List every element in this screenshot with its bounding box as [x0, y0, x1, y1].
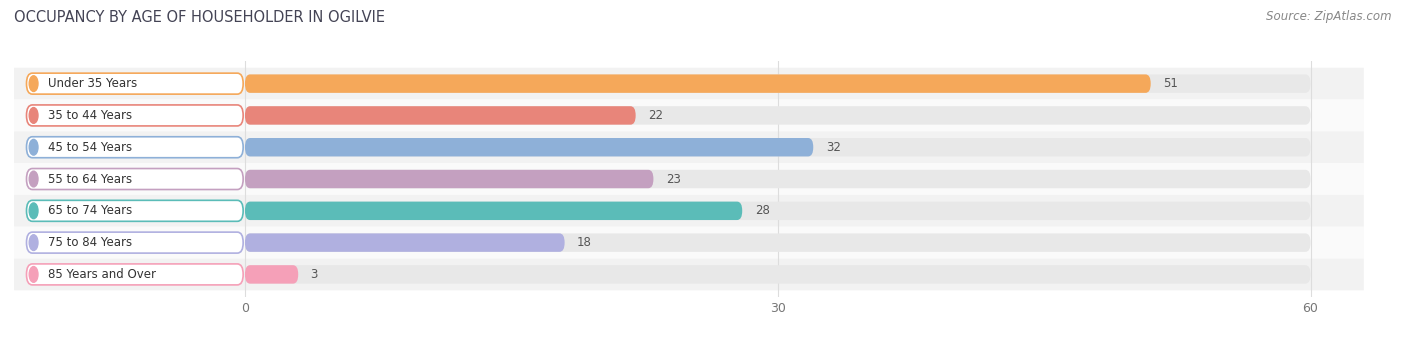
FancyBboxPatch shape	[27, 232, 243, 253]
Text: Source: ZipAtlas.com: Source: ZipAtlas.com	[1267, 10, 1392, 23]
Text: 75 to 84 Years: 75 to 84 Years	[48, 236, 132, 249]
Text: Under 35 Years: Under 35 Years	[48, 77, 136, 90]
Text: 22: 22	[648, 109, 664, 122]
FancyBboxPatch shape	[245, 106, 1310, 125]
FancyBboxPatch shape	[245, 138, 1310, 157]
Circle shape	[30, 203, 38, 219]
FancyBboxPatch shape	[27, 105, 243, 126]
FancyBboxPatch shape	[245, 106, 636, 125]
Text: 65 to 74 Years: 65 to 74 Years	[48, 204, 132, 217]
FancyBboxPatch shape	[245, 233, 1310, 252]
FancyBboxPatch shape	[27, 168, 243, 190]
Text: 51: 51	[1163, 77, 1178, 90]
FancyBboxPatch shape	[245, 138, 813, 157]
Circle shape	[30, 171, 38, 187]
Text: 18: 18	[576, 236, 592, 249]
FancyBboxPatch shape	[245, 74, 1150, 93]
Text: 45 to 54 Years: 45 to 54 Years	[48, 141, 132, 154]
Text: 23: 23	[666, 173, 681, 186]
FancyBboxPatch shape	[14, 258, 1364, 290]
FancyBboxPatch shape	[245, 202, 742, 220]
Text: 85 Years and Over: 85 Years and Over	[48, 268, 156, 281]
Circle shape	[30, 139, 38, 155]
FancyBboxPatch shape	[27, 73, 243, 94]
Text: 35 to 44 Years: 35 to 44 Years	[48, 109, 132, 122]
FancyBboxPatch shape	[14, 195, 1364, 227]
Text: 28: 28	[755, 204, 769, 217]
FancyBboxPatch shape	[245, 233, 565, 252]
Circle shape	[30, 267, 38, 282]
Text: 3: 3	[311, 268, 318, 281]
FancyBboxPatch shape	[14, 163, 1364, 195]
Text: OCCUPANCY BY AGE OF HOUSEHOLDER IN OGILVIE: OCCUPANCY BY AGE OF HOUSEHOLDER IN OGILV…	[14, 10, 385, 25]
FancyBboxPatch shape	[245, 170, 654, 188]
FancyBboxPatch shape	[14, 68, 1364, 100]
Circle shape	[30, 235, 38, 251]
FancyBboxPatch shape	[14, 131, 1364, 163]
FancyBboxPatch shape	[27, 264, 243, 285]
Text: 55 to 64 Years: 55 to 64 Years	[48, 173, 132, 186]
FancyBboxPatch shape	[27, 137, 243, 158]
FancyBboxPatch shape	[245, 170, 1310, 188]
FancyBboxPatch shape	[14, 100, 1364, 131]
Circle shape	[30, 76, 38, 91]
FancyBboxPatch shape	[27, 200, 243, 221]
FancyBboxPatch shape	[245, 74, 1310, 93]
Circle shape	[30, 107, 38, 123]
FancyBboxPatch shape	[14, 227, 1364, 258]
FancyBboxPatch shape	[245, 265, 1310, 284]
Text: 32: 32	[825, 141, 841, 154]
FancyBboxPatch shape	[245, 265, 298, 284]
FancyBboxPatch shape	[245, 202, 1310, 220]
